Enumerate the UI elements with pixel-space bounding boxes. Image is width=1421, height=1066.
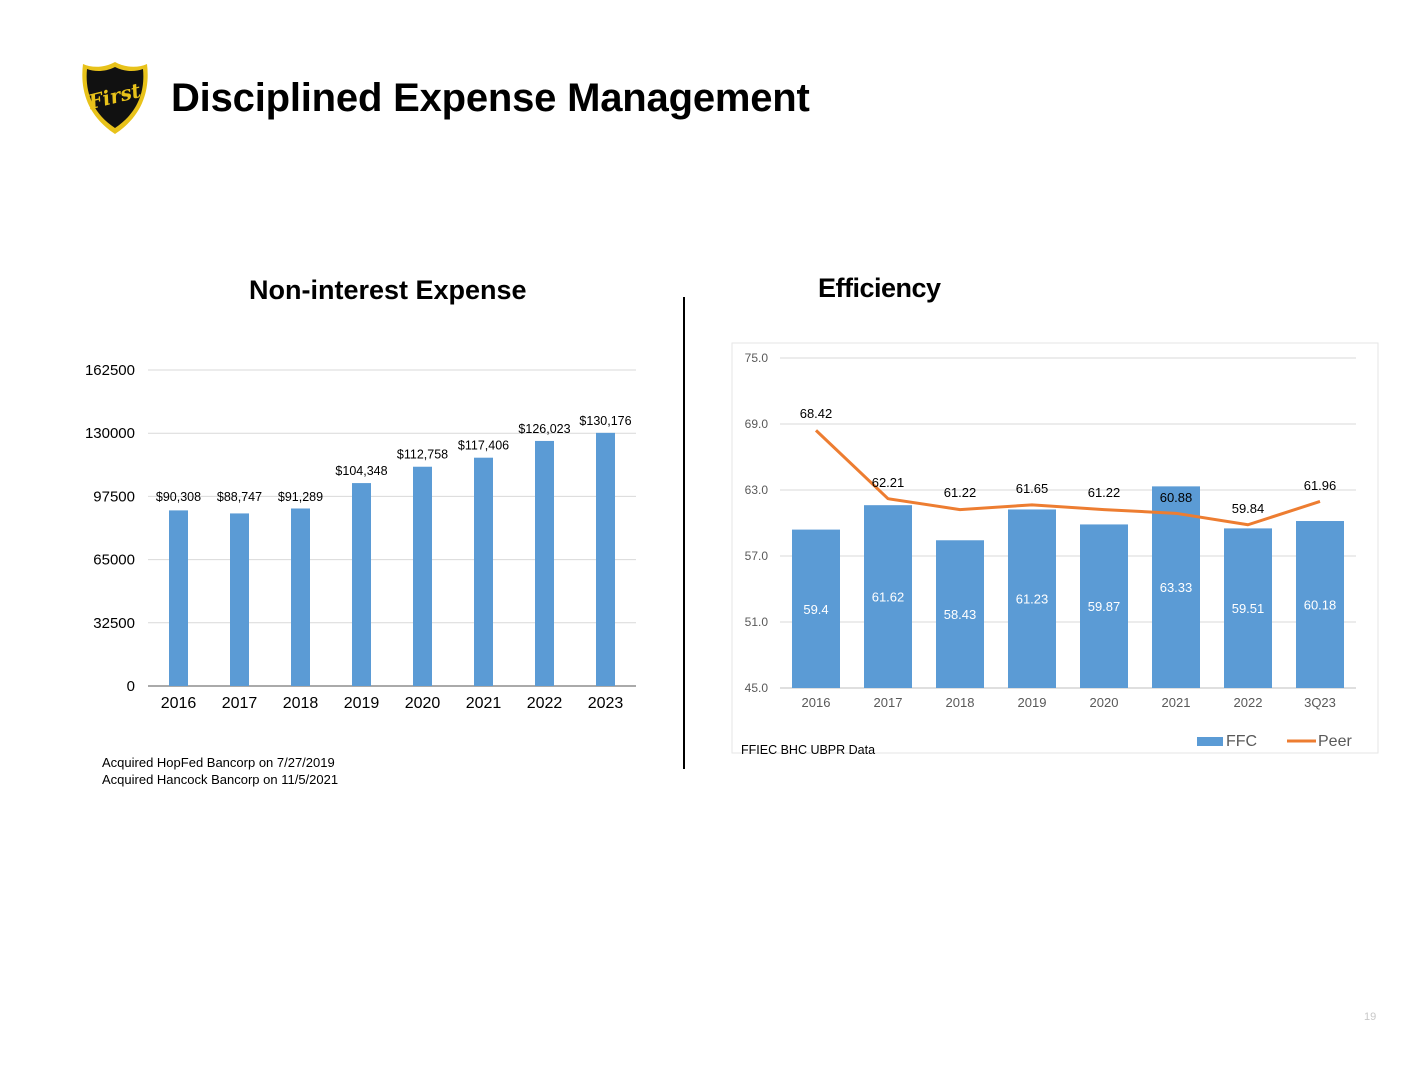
right-chart-source: FFIEC BHC UBPR Data — [741, 743, 875, 757]
right-x-tick-label: 2020 — [1090, 695, 1119, 710]
left-x-tick-label: 2017 — [222, 695, 258, 712]
right-bar-label: 63.33 — [1160, 580, 1193, 595]
right-peer-label: 59.84 — [1232, 501, 1265, 516]
right-bar-label: 61.62 — [872, 590, 905, 605]
right-bar-ffc — [1224, 528, 1272, 688]
left-bar — [169, 510, 188, 686]
right-bar-label: 58.43 — [944, 607, 977, 622]
right-x-tick-label: 2017 — [874, 695, 903, 710]
right-bar-ffc — [864, 505, 912, 688]
right-bar-ffc — [1296, 521, 1344, 688]
right-peer-label: 68.42 — [800, 406, 833, 421]
right-x-tick-label: 3Q23 — [1304, 695, 1336, 710]
left-bar — [596, 432, 615, 686]
company-logo-icon: First — [82, 62, 148, 134]
left-y-tick-label: 97500 — [93, 488, 135, 505]
left-chart-title: Non-interest Expense — [249, 275, 527, 305]
acquisition-notes: Acquired HopFed Bancorp on 7/27/2019 Acq… — [102, 754, 338, 788]
note-hopfed: Acquired HopFed Bancorp on 7/27/2019 — [102, 755, 335, 770]
left-y-tick-label: 130000 — [85, 425, 135, 442]
right-bar-ffc — [792, 529, 840, 688]
right-bar-label: 59.51 — [1232, 601, 1265, 616]
right-peer-label: 61.96 — [1304, 478, 1337, 493]
left-x-tick-label: 2019 — [344, 695, 380, 712]
left-data-label: $112,758 — [397, 448, 448, 462]
left-x-tick-label: 2023 — [588, 695, 624, 712]
logo-shield-inner — [86, 67, 144, 128]
right-x-tick-label: 2018 — [946, 695, 975, 710]
left-bar — [535, 440, 554, 686]
left-y-tick-label: 65000 — [93, 552, 135, 569]
chart-divider — [683, 297, 685, 769]
right-bar-ffc — [1008, 509, 1056, 688]
left-y-tick-label: 32500 — [93, 615, 135, 632]
right-x-tick-label: 2019 — [1018, 695, 1047, 710]
right-chart-frame — [731, 342, 1379, 754]
right-chart-title: Efficiency — [818, 273, 941, 303]
right-peer-label: 61.22 — [1088, 485, 1121, 500]
right-bar-label: 59.87 — [1088, 599, 1121, 614]
right-peer-label: 60.88 — [1160, 490, 1193, 505]
right-bar-label: 61.23 — [1016, 592, 1049, 607]
right-line-peer — [814, 429, 1321, 527]
right-bar-ffc — [1080, 524, 1128, 688]
page-number: 19 — [1364, 1011, 1377, 1023]
left-data-label: $91,289 — [278, 490, 323, 504]
left-y-tick-label: 0 — [127, 678, 135, 695]
right-x-tick-label: 2021 — [1162, 695, 1191, 710]
legend-label-peer: Peer — [1318, 733, 1352, 750]
left-data-label: $88,747 — [217, 490, 262, 504]
left-x-tick-label: 2021 — [466, 695, 502, 712]
right-x-tick-label: 2016 — [802, 695, 831, 710]
left-x-tick-label: 2020 — [405, 695, 441, 712]
right-bar-ffc — [936, 540, 984, 688]
left-x-tick-label: 2016 — [161, 695, 197, 712]
right-x-tick-label: 2022 — [1234, 695, 1263, 710]
right-y-tick-label: 51.0 — [745, 615, 769, 629]
left-x-tick-label: 2022 — [527, 695, 563, 712]
left-x-tick-label: 2018 — [283, 695, 319, 712]
right-peer-label: 61.22 — [944, 485, 977, 500]
page-title: Disciplined Expense Management — [171, 76, 810, 120]
left-bar — [413, 466, 432, 686]
legend-label-ffc: FFC — [1226, 733, 1257, 750]
right-y-tick-label: 63.0 — [745, 483, 769, 497]
left-data-label: $130,176 — [579, 414, 631, 428]
right-bar-ffc — [1152, 486, 1200, 688]
right-bar-label: 59.4 — [803, 602, 828, 617]
note-hancock: Acquired Hancock Bancorp on 11/5/2021 — [102, 772, 339, 787]
left-bar — [352, 483, 371, 686]
left-data-label: $117,406 — [458, 439, 509, 453]
left-bar — [474, 457, 493, 686]
right-bar-label: 60.18 — [1304, 598, 1337, 613]
right-y-tick-label: 75.0 — [745, 351, 769, 365]
left-data-label: $126,023 — [518, 422, 570, 436]
left-bar — [291, 508, 310, 686]
left-data-label: $104,348 — [335, 464, 387, 478]
left-data-label: $90,308 — [156, 490, 201, 504]
left-y-tick-label: 162500 — [85, 362, 135, 379]
legend-swatch-ffc — [1197, 737, 1223, 746]
right-y-tick-label: 69.0 — [745, 417, 769, 431]
right-peer-label: 61.65 — [1016, 481, 1049, 496]
right-peer-label: 62.21 — [872, 475, 905, 490]
right-y-tick-label: 45.0 — [745, 681, 769, 695]
right-y-tick-label: 57.0 — [745, 549, 769, 563]
left-bar — [230, 513, 249, 686]
